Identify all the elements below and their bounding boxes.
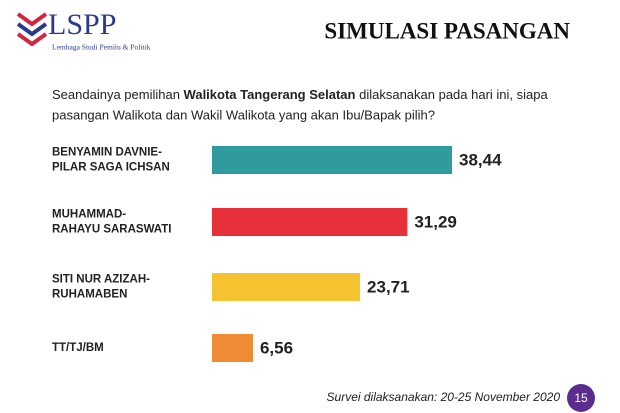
question-text: dilaksanakan pada hari ini, siapa — [355, 87, 548, 102]
bar — [212, 334, 253, 362]
chart-title: SIMULASI PASANGAN — [324, 18, 570, 43]
bar — [212, 146, 452, 174]
question-emphasis: Walikota Tangerang Selatan — [184, 87, 356, 102]
question: pasangan Walikota dan Wakil Walikota yan… — [52, 107, 435, 122]
value-label: 31,29 — [414, 212, 457, 231]
category-label: PILAR SAGA ICHSAN — [52, 162, 170, 174]
question-text: Seandainya pemilihan — [52, 87, 184, 102]
category-label: BENYAMIN DAVNIE- — [52, 147, 162, 159]
value-label: 38,44 — [459, 150, 502, 169]
bar — [212, 273, 361, 301]
question: Seandainya pemilihan Walikota Tangerang … — [52, 87, 548, 102]
category-label: RAHAYU SARASWATI — [52, 224, 171, 236]
value-label: 23,71 — [367, 277, 410, 296]
page-badge — [567, 384, 595, 412]
page-number: 15 — [574, 391, 588, 405]
category-label: RUHAMABEN — [52, 289, 127, 301]
bar — [212, 208, 408, 236]
logo-mark — [16, 12, 48, 47]
logo-tagline: Lembaga Studi Pemilu & Politik — [52, 43, 151, 52]
category-label: SITI NUR AZIZAH- — [52, 274, 150, 286]
logo-name: LSPP — [48, 8, 116, 41]
footnote: Survei dilaksanakan: 20-25 November 2020 — [327, 390, 561, 404]
value-label: 6,56 — [260, 338, 293, 357]
category-label: TT/TJ/BM — [52, 342, 104, 354]
category-label: MUHAMMAD- — [52, 209, 126, 221]
